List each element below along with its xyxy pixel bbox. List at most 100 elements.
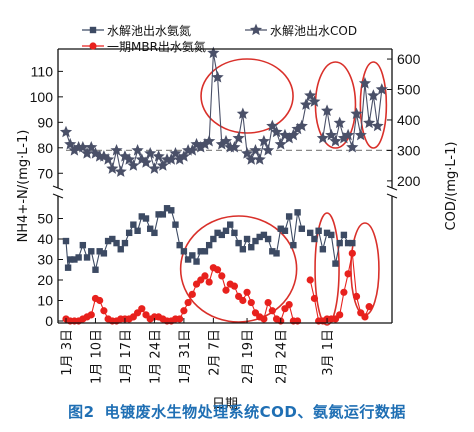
cod-point <box>198 137 212 150</box>
nh3-inlet-point <box>294 209 301 216</box>
cod-point <box>295 119 308 132</box>
y-left-tick-label: 20 <box>37 272 53 288</box>
cod-point <box>266 119 279 132</box>
y-right-axis-title: COD/(mg·L-1) <box>444 142 459 231</box>
axis-break-mark <box>386 185 398 191</box>
nh3-inlet-point <box>260 231 268 239</box>
mbr-nh3-point <box>340 288 348 296</box>
cod-point <box>165 153 178 165</box>
cod-point <box>156 159 169 171</box>
highlight-circle <box>314 212 340 326</box>
axis-break-mark <box>52 193 64 199</box>
x-tick-label: 1月 3日 <box>60 329 75 376</box>
y-right-tick-label: 600 <box>397 51 421 67</box>
cod-point <box>257 134 270 147</box>
mbr-nh3-point <box>176 315 184 323</box>
nh3-inlet-point <box>349 239 356 247</box>
nh3-inlet-point <box>248 244 255 251</box>
nh3-inlet-point <box>323 229 331 237</box>
mbr-nh3-point <box>264 298 272 307</box>
nh3-inlet-point <box>235 239 242 247</box>
nh3-inlet-point <box>273 250 280 257</box>
nh3-inlet-point <box>134 227 141 234</box>
nh3-inlet-point <box>264 235 272 243</box>
mbr-nh3-point <box>336 311 344 319</box>
cod-point <box>186 144 199 156</box>
legend-label: 水解池出水氨氮 <box>107 23 191 38</box>
nh3-inlet-point <box>79 241 87 249</box>
cod-point <box>346 140 359 153</box>
nh3-inlet-point <box>239 246 247 253</box>
cod-point <box>333 116 346 129</box>
y-right-tick-label: 200 <box>397 173 421 189</box>
plot-layer <box>59 46 388 325</box>
mbr-nh3-point <box>310 294 319 303</box>
nh3-inlet-point <box>315 227 322 234</box>
nh3-inlet-point <box>172 221 179 228</box>
nh3-inlet-point <box>328 231 335 239</box>
cod-point <box>304 89 317 101</box>
nh3-inlet-point <box>151 229 158 237</box>
nh3-inlet-point <box>142 215 150 222</box>
cod-point <box>270 125 283 138</box>
y-left-tick-label: 110 <box>31 63 54 79</box>
figure-title: 电镀废水生物处理系统COD、氨氮运行数据 <box>104 403 406 421</box>
cod-point <box>59 125 73 138</box>
cod-point <box>262 144 275 156</box>
nh3-inlet-point <box>163 205 171 212</box>
nh3-inlet-point <box>218 231 225 239</box>
cod-point <box>110 144 123 156</box>
mbr-nh3-point <box>247 298 255 307</box>
mbr-nh3-point <box>100 307 108 315</box>
cod-point <box>80 147 94 159</box>
x-tick-label: 1月 24日 <box>148 329 163 384</box>
cod-point <box>358 77 372 89</box>
mbr-nh3-point <box>96 296 104 305</box>
nh3-inlet-point <box>64 264 72 271</box>
x-tick-label: 2月 19日 <box>241 329 256 384</box>
cod-point <box>215 137 228 150</box>
mbr-nh3-point <box>201 272 209 280</box>
mbr-nh3-point <box>348 249 356 257</box>
mbr-nh3-point <box>365 303 373 311</box>
annotation-layer <box>179 58 388 326</box>
mbr-nh3-point <box>352 292 361 300</box>
cod-point <box>139 156 153 168</box>
highlight-circle <box>359 61 388 149</box>
highlight-circle <box>200 58 294 134</box>
cod-point <box>68 144 81 156</box>
nh3-inlet-point <box>290 241 297 249</box>
axis-break-mark <box>386 193 398 199</box>
nh3-inlet-point <box>67 256 74 263</box>
nh3-inlet-point <box>201 248 209 255</box>
legend-marker-square <box>89 26 97 34</box>
legend-label: 一期MBR出水氨氮 <box>107 39 206 54</box>
cod-point <box>114 165 127 177</box>
cod-point <box>85 140 98 153</box>
nh3-inlet-point <box>75 254 82 261</box>
nh3-inlet-point <box>189 252 196 259</box>
cod-point <box>123 153 136 165</box>
cod-point <box>236 107 249 120</box>
mbr-nh3-point <box>218 272 226 280</box>
legend-layer: 水解池出水氨氮 水解池出水COD 一期MBR出水氨氮 <box>82 23 357 54</box>
figure-number: 图2 <box>68 403 95 421</box>
y-left-tick-label: 40 <box>37 231 53 247</box>
cod-point <box>194 140 207 153</box>
cod-point <box>283 131 296 144</box>
nh3-inlet-point <box>121 239 129 247</box>
y-left-tick-label: 100 <box>30 89 54 105</box>
x-tick-label: 3月 1日 <box>321 329 336 376</box>
nh3-inlet-point <box>155 211 162 218</box>
nh3-inlet-point <box>281 227 289 234</box>
cod-point <box>131 144 144 156</box>
cod-point <box>106 162 119 174</box>
nh3-inlet-point <box>227 221 234 228</box>
cod-point <box>354 128 367 141</box>
nh3-inlet-point <box>307 229 314 237</box>
nh3-inlet-point <box>205 241 213 249</box>
cod-point <box>316 131 329 144</box>
mbr-nh3-point <box>138 305 146 313</box>
nh3-inlet-point <box>71 256 78 263</box>
